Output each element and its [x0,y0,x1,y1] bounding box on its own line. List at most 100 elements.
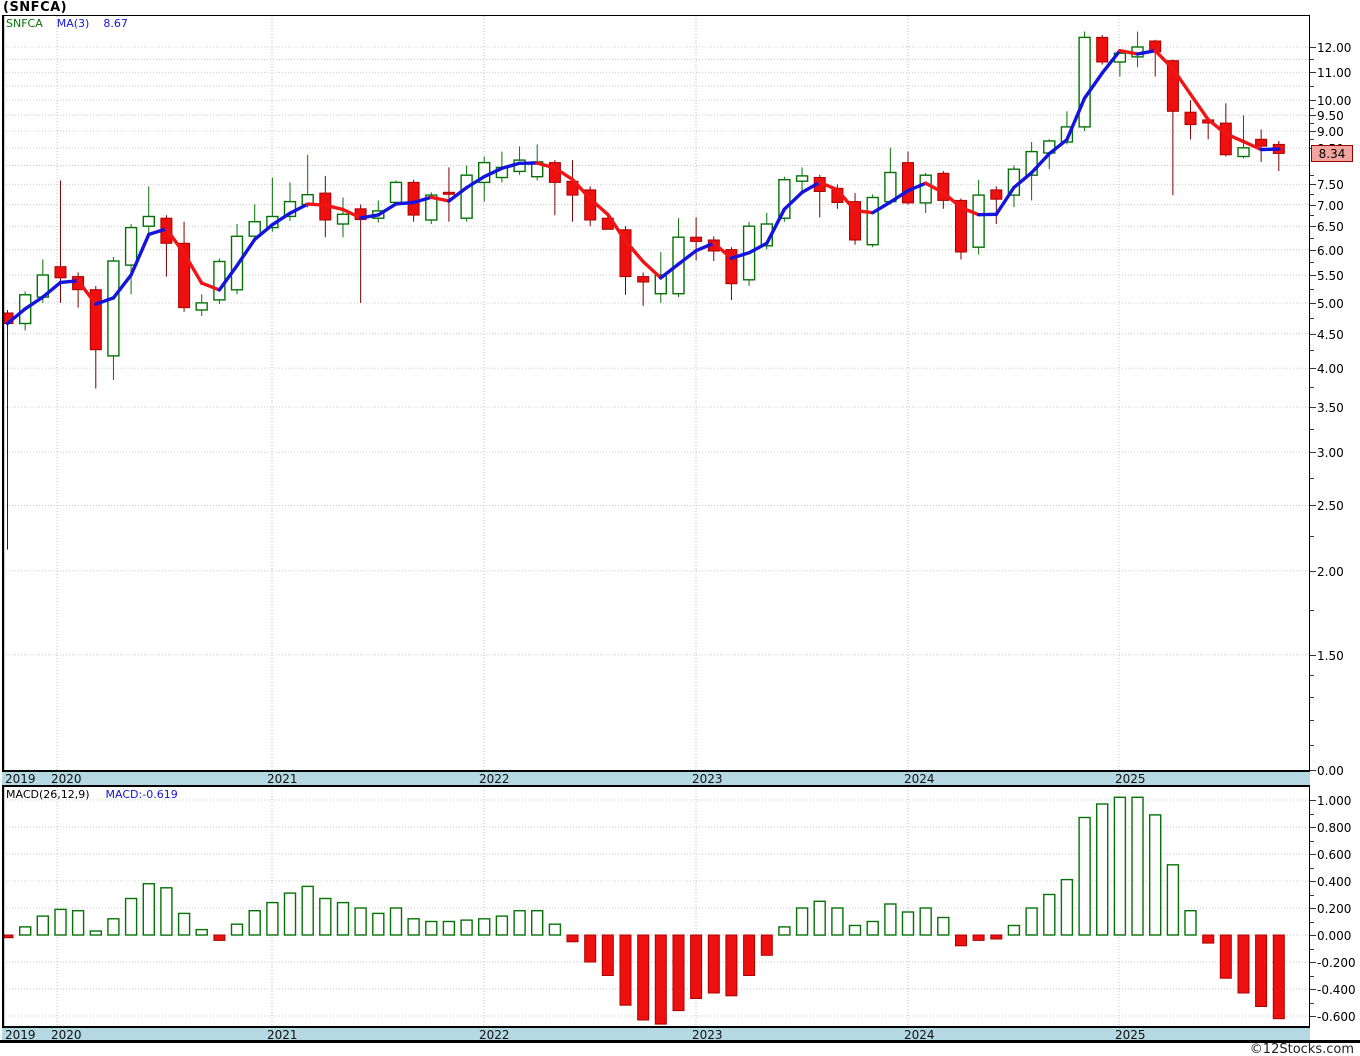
macd-bar [1113,796,1127,936]
axis-tick [1310,868,1314,869]
macd-axis-label: 0.800 [1317,820,1352,835]
axis-tick [1310,184,1316,185]
macd-bar [513,910,526,936]
axis-tick [1310,303,1316,304]
candle-body [690,236,703,242]
macd-bar [654,934,667,1025]
macd-bar [107,918,120,936]
axis-tick [1310,334,1316,335]
axis-tick [1310,536,1314,537]
candle-body [1237,147,1250,158]
macd-bar [1255,934,1268,1007]
candle-body [178,242,191,309]
year-label: 2024 [904,1028,935,1042]
axis-tick [1310,895,1314,896]
year-label: 2020 [51,1028,82,1042]
x-axis-strip-top: 2019 2020 2021 2022 2023 2024 2025 [2,771,1310,786]
axis-tick [1310,949,1314,950]
page-title: (SNFCA) [3,0,68,15]
macd-bar [407,918,420,936]
macd-bar [89,930,103,936]
price-axis-label: 6.50 [1317,219,1344,234]
axis-tick [1310,350,1314,351]
macd-bar [336,901,350,936]
macd-bar [1095,803,1109,936]
macd-bar [442,920,456,936]
candle-body [1219,122,1232,156]
x-axis-strip-bottom: 2019 2020 2021 2022 2023 2024 2025 [2,1027,1310,1043]
macd-bar [1219,934,1232,979]
macd-axis-label: -0.400 [1317,982,1356,997]
candle-body [884,171,897,203]
axis-tick [1310,841,1314,842]
macd-bar [54,908,67,936]
macd-bar [601,934,614,976]
macd-bar [1184,910,1197,936]
candle-body [795,175,809,182]
price-axis-label: 5.50 [1317,268,1344,283]
macd-bar [230,923,244,936]
price-axis-label: 9.00 [1317,124,1344,139]
candle-body [248,220,261,237]
axis-tick [1310,59,1314,60]
macd-axis-label: 0.200 [1317,901,1352,916]
price-axis-label: 10.00 [1317,93,1352,108]
macd-bar [778,926,791,936]
macd-bar [1131,796,1144,936]
axis-tick [1310,100,1316,101]
macd-bar [124,897,138,936]
price-axis-label: 6.00 [1317,243,1344,258]
axis-tick [1310,86,1314,87]
macd-bar [177,912,191,936]
macd-axis-label: -0.200 [1317,955,1356,970]
axis-tick [1310,131,1316,132]
last-price-badge: 8.34 [1311,145,1353,162]
price-axis-label: 2.50 [1317,498,1344,513]
axis-tick [1310,452,1316,453]
macd-bar [425,920,438,936]
macd-bar [372,912,385,936]
macd-bar [213,934,226,941]
axis-tick [1310,72,1316,73]
price-axis-label: 5.00 [1317,296,1344,311]
candle-body [213,260,226,301]
macd-bar [142,883,156,936]
candle-body [195,302,208,311]
macd-bars [2,796,1285,1025]
axis-tick [1310,318,1314,319]
macd-bar [460,919,473,936]
legend-symbol: SNFCA [6,17,43,30]
macd-axis-label: 0.400 [1317,874,1352,889]
axis-tick [1310,289,1314,290]
candle-body [1255,138,1268,147]
candle-body [407,181,420,216]
candle-body [107,260,120,357]
macd-bar [301,885,314,936]
year-label: 2023 [692,772,723,786]
axis-tick [1310,571,1316,572]
year-label: 2025 [1115,772,1146,786]
year-label: 2022 [479,772,510,786]
axis-tick [1310,505,1316,506]
candle-body [142,215,156,227]
axis-tick [1310,697,1314,698]
macd-bar [266,901,279,936]
axis-tick [1310,720,1314,721]
macd-histogram-panel [2,786,1310,1027]
axis-tick [1310,908,1316,909]
year-label: 2021 [267,772,298,786]
price-candlestick-panel [2,15,1310,771]
candle-body [425,194,438,221]
axis-tick [1310,407,1316,408]
price-axis-label: 3.00 [1317,445,1344,460]
axis-tick [1310,989,1316,990]
axis-tick [1310,655,1316,656]
macd-axis-label: 0.000 [1317,928,1352,943]
axis-tick [1310,429,1314,430]
axis-tick [1310,976,1314,977]
candle-body [902,162,914,204]
macd-legend-value: MACD:-0.619 [105,788,178,801]
axis-tick [1310,1016,1316,1017]
axis-tick [1310,123,1314,124]
macd-bar [760,934,773,956]
